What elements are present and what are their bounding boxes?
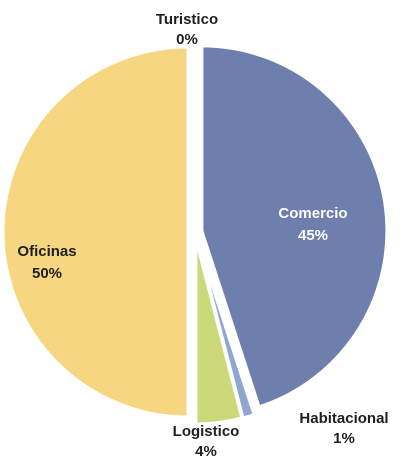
- pie-slice-oficinas: [1, 45, 190, 419]
- pie-slice-logistico: [194, 238, 244, 426]
- slice-label-comercio: Comercio: [278, 205, 347, 222]
- slice-value-logistico: 4%: [195, 443, 217, 460]
- pie-labels: Turistico 0% Comercio 45% Habitacional 1% Logi…: [17, 11, 388, 460]
- slice-label-habitacional: Habitacional: [299, 410, 388, 427]
- pie-slice-comercio: [200, 44, 389, 409]
- slice-label-oficinas: Oficinas: [17, 243, 76, 260]
- slice-label-logistico: Logistico: [173, 423, 240, 440]
- slice-value-habitacional: 1%: [333, 430, 355, 447]
- slice-value-comercio: 45%: [298, 227, 328, 244]
- slice-value-oficinas: 50%: [32, 265, 62, 282]
- pie-slices: [1, 44, 389, 426]
- slice-label-turistico: Turistico: [156, 11, 218, 28]
- slice-value-turistico: 0%: [176, 31, 198, 48]
